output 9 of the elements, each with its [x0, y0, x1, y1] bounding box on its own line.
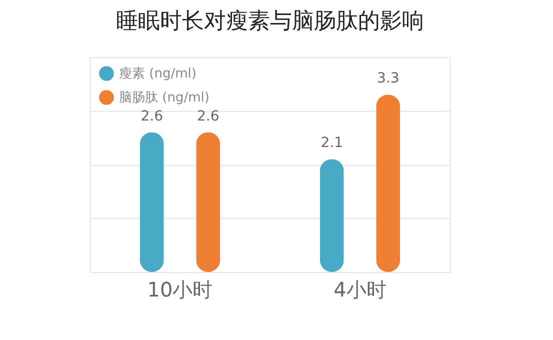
data-label: 2.6 [140, 108, 164, 124]
x-tick-label: 4小时 [334, 278, 386, 302]
legend-label: 脑肠肽 (ng/ml) [119, 90, 210, 106]
data-label: 3.3 [376, 70, 400, 87]
chart-title: 睡眠时长对瘦素与脑肠肽的影响 [116, 9, 424, 34]
legend-label: 瘦素 (ng/ml) [119, 66, 196, 82]
x-tick-label: 10小时 [147, 278, 213, 302]
data-label: 2.6 [196, 108, 220, 124]
data-label: 2.1 [320, 135, 344, 152]
